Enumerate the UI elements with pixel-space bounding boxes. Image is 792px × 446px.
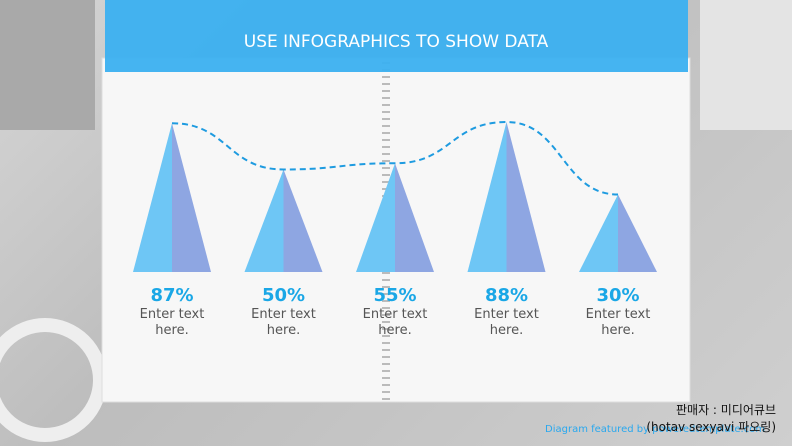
- pyramid-right: [283, 169, 323, 272]
- description: Enter text here.: [139, 307, 205, 338]
- value-label: 87%: [150, 285, 193, 306]
- desk-object: [0, 318, 107, 442]
- pyramid-left: [356, 163, 395, 272]
- pyramid-right: [172, 123, 211, 272]
- desk-object: [700, 0, 792, 130]
- description: Enter text here.: [585, 307, 651, 338]
- chart-title: USE INFOGRAPHICS TO SHOW DATA: [244, 32, 549, 52]
- title-banner: [105, 0, 688, 72]
- pyramid-right: [395, 163, 434, 272]
- pyramid-left: [579, 194, 618, 272]
- watermark: 판매자 : 미디어큐브: [676, 403, 776, 417]
- pyramid-right: [506, 122, 546, 272]
- value-label: 30%: [596, 285, 639, 306]
- pyramid-left: [244, 169, 284, 272]
- trend-line: [171, 120, 619, 196]
- description: Enter text here.: [362, 307, 428, 338]
- value-label: 50%: [262, 285, 305, 306]
- description: Enter text here.: [251, 307, 316, 338]
- pyramid-right: [618, 194, 657, 272]
- pyramid-left: [467, 122, 507, 272]
- footer: Diagram featured by poweredtemplate.com: [545, 424, 765, 435]
- value-label: 88%: [485, 285, 528, 306]
- description: Enter text here.: [474, 307, 539, 338]
- pyramid-left: [133, 123, 172, 272]
- watermark: (hotav sexyavi 파오링): [646, 420, 776, 434]
- value-label: 55%: [373, 285, 416, 306]
- desk-object: [0, 0, 95, 130]
